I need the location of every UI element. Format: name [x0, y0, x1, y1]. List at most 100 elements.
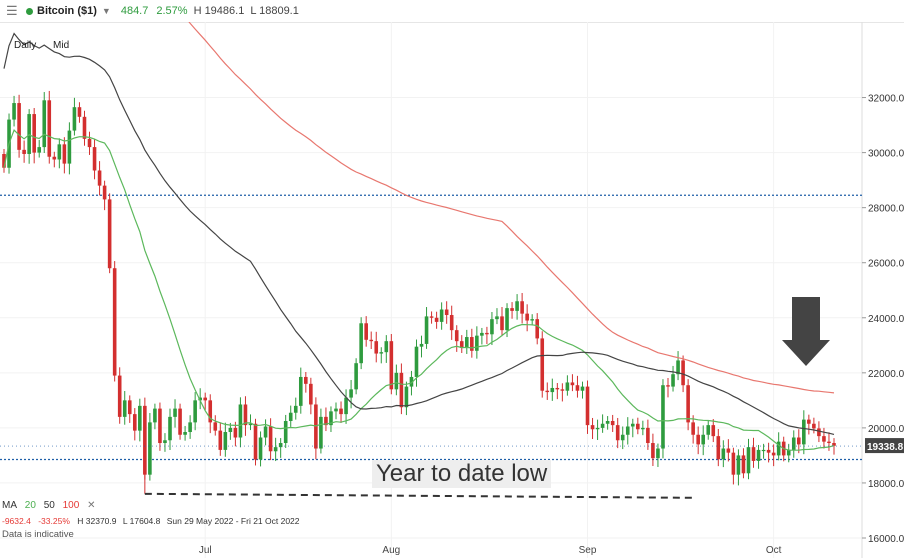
candle-body	[22, 149, 26, 154]
candle-body	[630, 423, 635, 427]
candle-body	[796, 437, 801, 445]
candle-body	[173, 408, 177, 417]
candle-body	[263, 426, 268, 438]
candle-body	[87, 138, 92, 148]
ma-period-50[interactable]: 50	[43, 500, 55, 511]
candle-body	[495, 316, 499, 320]
data-note: Data is indicative	[2, 529, 74, 540]
candle-body	[17, 103, 21, 150]
candle-body	[102, 185, 107, 200]
instrument-name[interactable]: Bitcoin ($1)	[37, 5, 97, 17]
y-tick-label: 32000.0	[868, 94, 904, 105]
ma100-line	[188, 22, 835, 394]
candle-body	[2, 153, 6, 168]
candle-body	[429, 316, 434, 318]
caret-down-icon[interactable]: ▼	[101, 6, 111, 16]
candle-body	[67, 130, 72, 164]
candle-body	[319, 416, 323, 449]
candle-body	[163, 440, 167, 444]
candle-body	[817, 428, 821, 437]
candle-body	[444, 309, 449, 316]
candle-body	[656, 448, 660, 459]
candle-body	[600, 423, 605, 428]
candle-body	[273, 447, 278, 452]
candle-body	[485, 332, 489, 335]
candle-body	[213, 422, 218, 431]
menu-icon[interactable]: ☰	[6, 3, 18, 18]
date-range: Sun 29 May 2022 - Fri 21 Oct 2022	[166, 516, 300, 526]
ma-legend: MA 20 50 100 ✕	[2, 500, 95, 511]
range-change: -9632.4	[2, 516, 31, 526]
candle-body	[535, 319, 540, 339]
chart-tags: Daily Mid	[14, 40, 83, 51]
candle-body	[676, 360, 680, 375]
candle-body	[112, 268, 117, 376]
candle-body	[746, 447, 751, 474]
price-chart[interactable]: Jul Aug Sep Oct 32000.0 30000.0 28000.0 26000.0…	[0, 22, 904, 558]
candle-body	[208, 400, 213, 423]
candle-body	[666, 385, 670, 387]
candle-body	[525, 313, 529, 321]
range-stats: -9632.4 -33.25% H 32370.9 L 17604.8 Sun …	[2, 516, 300, 526]
y-tick-label: 30000.0	[868, 149, 904, 160]
candle-body	[203, 397, 208, 401]
candle-body	[520, 301, 524, 314]
candle-body	[822, 436, 826, 442]
candle-body	[298, 376, 303, 406]
candle-body	[555, 387, 560, 390]
candle-body	[736, 455, 741, 475]
candle-body	[595, 427, 600, 430]
candle-body	[646, 427, 650, 444]
candle-body	[711, 425, 716, 437]
close-icon[interactable]: ✕	[87, 500, 96, 511]
candle-body	[766, 449, 771, 453]
candle-body	[545, 390, 550, 393]
candle-body	[812, 423, 816, 429]
candle-body	[510, 308, 514, 311]
candle-body	[309, 383, 313, 405]
ma-period-100[interactable]: 100	[62, 500, 80, 511]
candle-body	[304, 376, 308, 384]
candle-body	[253, 423, 258, 460]
candle-body	[686, 385, 690, 423]
interval-label[interactable]: Daily	[14, 40, 37, 51]
candle-body	[32, 114, 36, 153]
candle-body	[107, 199, 112, 269]
candle-body	[293, 405, 298, 413]
candle-body	[394, 372, 399, 390]
candle-body	[776, 441, 781, 456]
candle-body	[636, 423, 640, 430]
candle-body	[575, 385, 580, 391]
candle-body	[334, 408, 338, 412]
candle-body	[701, 434, 706, 445]
y-tick-label: 28000.0	[868, 204, 904, 215]
price-type-label[interactable]: Mid	[53, 40, 70, 51]
candle-body	[117, 375, 122, 417]
candle-body	[696, 434, 700, 445]
x-tick-label: Jul	[199, 545, 212, 556]
candle-body	[761, 449, 766, 452]
candle-body	[384, 341, 389, 353]
ma-period-20[interactable]: 20	[24, 500, 36, 511]
candle-body	[148, 422, 152, 475]
y-tick-label: 20000.0	[868, 424, 904, 435]
candle-body	[610, 420, 615, 426]
candle-body	[409, 376, 414, 387]
candle-body	[464, 337, 469, 349]
candle-body	[716, 436, 721, 460]
current-price-tag	[865, 438, 904, 454]
candle-body	[475, 335, 479, 351]
candle-body	[802, 419, 806, 445]
candle-body	[57, 144, 62, 160]
candle-body	[741, 455, 746, 474]
candle-body	[168, 416, 172, 441]
candle-body	[339, 408, 343, 415]
candle-body	[198, 397, 202, 401]
candle-body	[505, 308, 509, 331]
range-change-pct: -33.25%	[38, 516, 70, 526]
x-tick-label: Aug	[382, 545, 400, 556]
candle-body	[153, 408, 157, 423]
candle-body	[500, 316, 504, 331]
range-high: H 32370.9	[77, 516, 117, 526]
x-tick-label: Oct	[766, 545, 782, 556]
